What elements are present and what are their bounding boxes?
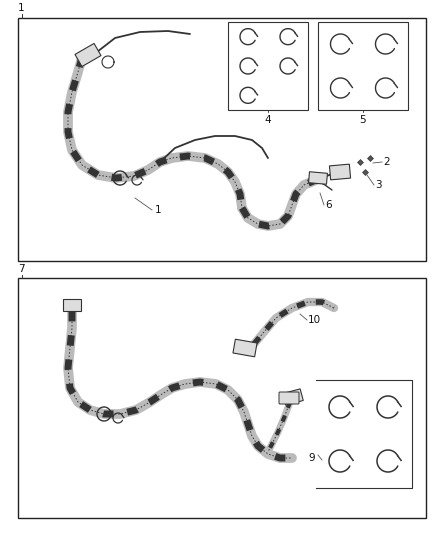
Text: 1: 1 bbox=[155, 205, 162, 215]
Text: 6: 6 bbox=[325, 200, 332, 210]
Text: 1: 1 bbox=[18, 3, 25, 13]
Bar bbox=[233, 339, 257, 357]
Text: 9: 9 bbox=[308, 453, 314, 463]
Text: 4: 4 bbox=[265, 115, 271, 125]
Bar bbox=[329, 164, 350, 180]
Bar bbox=[63, 299, 81, 311]
Text: 7: 7 bbox=[18, 264, 25, 274]
Text: 3: 3 bbox=[375, 180, 381, 190]
Bar bbox=[18, 278, 426, 518]
Bar bbox=[318, 22, 408, 110]
Bar bbox=[18, 18, 426, 261]
Text: 2: 2 bbox=[383, 157, 390, 167]
Bar bbox=[228, 22, 308, 110]
Bar bbox=[308, 172, 328, 184]
Text: 5: 5 bbox=[360, 115, 366, 125]
Bar bbox=[75, 43, 101, 67]
Text: 10: 10 bbox=[308, 315, 321, 325]
FancyBboxPatch shape bbox=[279, 392, 299, 404]
Bar bbox=[283, 389, 303, 405]
